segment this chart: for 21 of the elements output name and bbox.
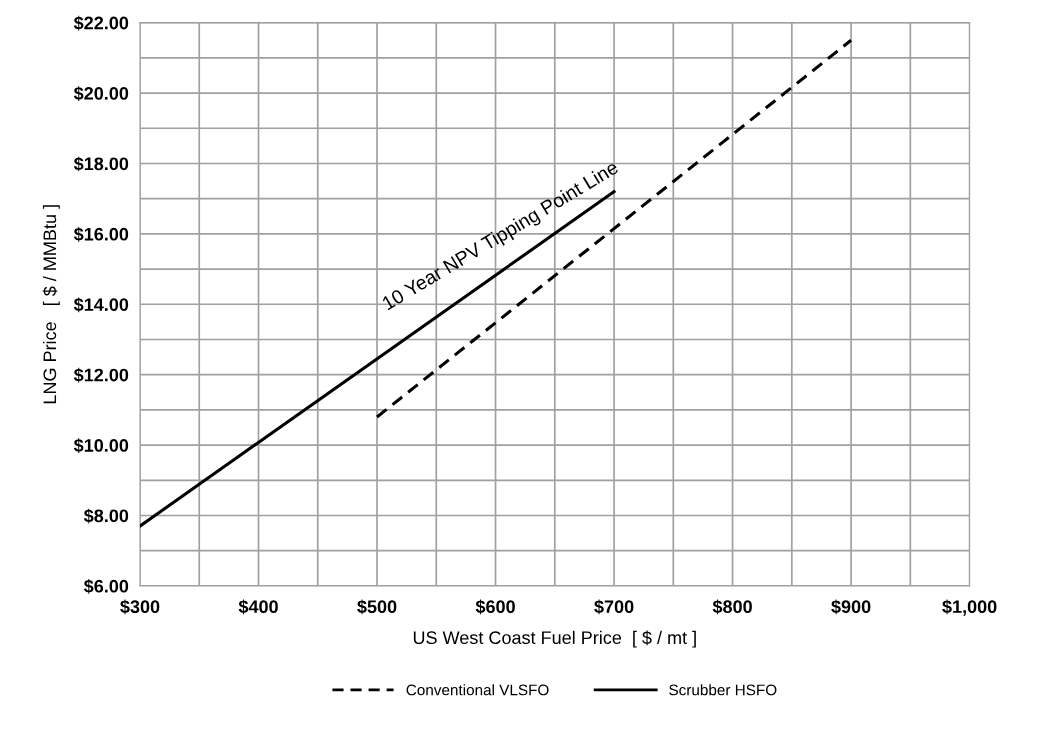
y-tick-label: $8.00 [83, 508, 129, 524]
y-tick-label: $18.00 [73, 156, 129, 172]
x-tick-label: $900 [831, 599, 871, 615]
x-tick-label: $500 [357, 599, 397, 615]
y-tick-label: $14.00 [73, 297, 129, 313]
x-axis-title: US West Coast Fuel Price [ $ / mt ] [413, 630, 696, 648]
y-tick-label: $22.00 [73, 15, 129, 31]
y-axis-title: LNG Price [ $ / MMBtu ] [42, 205, 60, 404]
legend-label: Scrubber HSFO [669, 684, 777, 696]
legend-label: Conventional VLSFO [406, 684, 549, 696]
y-tick-label: $10.00 [73, 438, 129, 453]
y-tick-label: $6.00 [83, 579, 129, 594]
y-tick-label: $20.00 [73, 86, 129, 101]
x-tick-label: $1,000 [942, 599, 997, 616]
x-tick-label: $400 [238, 599, 278, 615]
y-tick-label: $12.00 [73, 367, 129, 383]
x-tick-label: $600 [475, 599, 515, 615]
y-tick-label: $16.00 [73, 227, 129, 242]
x-tick-label: $700 [594, 599, 634, 615]
x-tick-label: $800 [712, 599, 752, 615]
x-tick-label: $300 [120, 599, 160, 615]
